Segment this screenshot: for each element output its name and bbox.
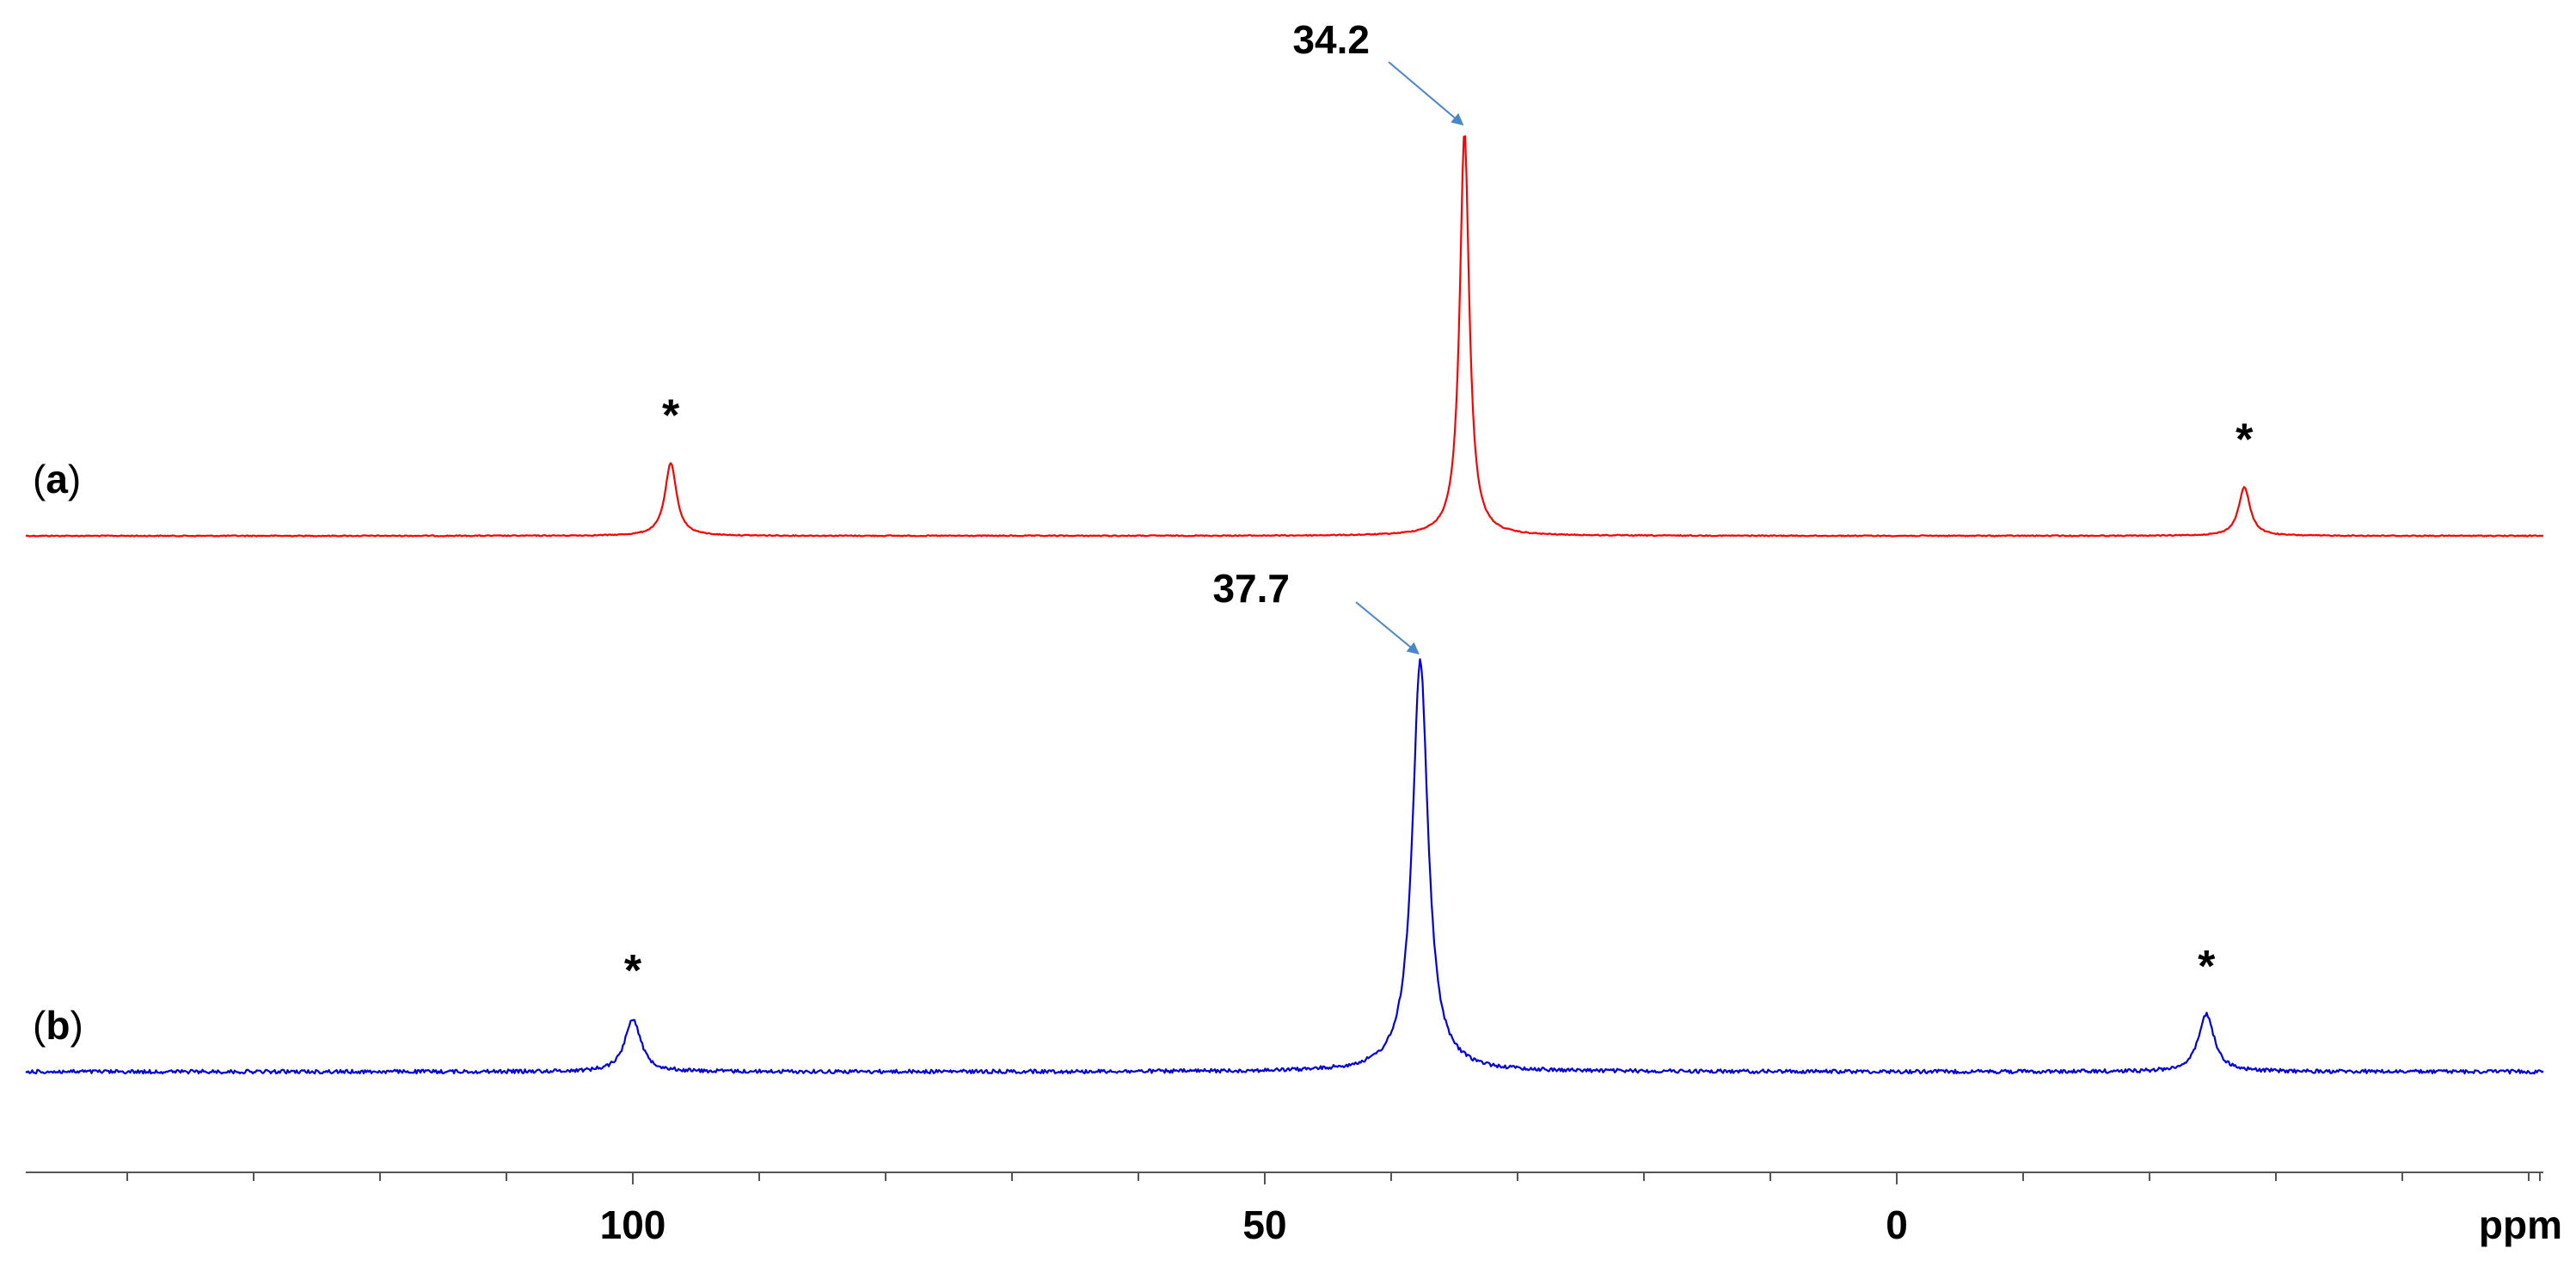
- spectrum-a-label-letter: a: [46, 457, 68, 501]
- spectrum-b-peak-arrow: [1355, 601, 1420, 655]
- x-axis: 100 50 0 ppm: [26, 1172, 2562, 1247]
- spectrum-a-label: (a): [33, 457, 81, 501]
- spectrum-a-trace: [25, 135, 2544, 538]
- spectrum-a-label-close: ): [68, 457, 81, 501]
- spectrum-b-peak-label: 37.7: [1212, 566, 1290, 611]
- x-axis-tick-label: 50: [1242, 1202, 1286, 1247]
- x-axis-label: ppm: [2479, 1202, 2562, 1247]
- spectrum-a-label-open: (: [33, 457, 46, 501]
- spectrum-b-label-letter: b: [46, 1003, 70, 1048]
- spectrum-a-sideband-marker: *: [2236, 415, 2254, 465]
- spectrum-a-peak-label: 34.2: [1292, 17, 1370, 62]
- spectrum-a-peak-arrow: [1388, 61, 1464, 126]
- x-axis-tick-label: 100: [600, 1202, 666, 1247]
- x-axis-tick-labels: 100 50 0: [600, 1202, 1908, 1247]
- spectrum-b-sideband-marker: *: [624, 946, 642, 996]
- spectrum-b-label-open: (: [33, 1003, 46, 1048]
- spectrum-a-labels: 34.2 * *: [662, 17, 2254, 465]
- spectrum-b: 37.7 * * (b): [25, 566, 2544, 1075]
- spectrum-a: 34.2 * * (a): [25, 17, 2544, 538]
- spectrum-b-label-close: ): [70, 1003, 83, 1048]
- spectrum-b-labels: 37.7 * *: [624, 566, 2216, 996]
- x-axis-tick-label: 0: [1886, 1202, 1908, 1247]
- spectrum-b-sideband-marker: *: [2198, 942, 2216, 992]
- x-axis-ticks: [126, 1172, 2541, 1184]
- spectrum-b-label: (b): [33, 1003, 83, 1048]
- spectrum-b-trace: [25, 658, 2544, 1075]
- spectrum-a-sideband-marker: *: [662, 391, 680, 440]
